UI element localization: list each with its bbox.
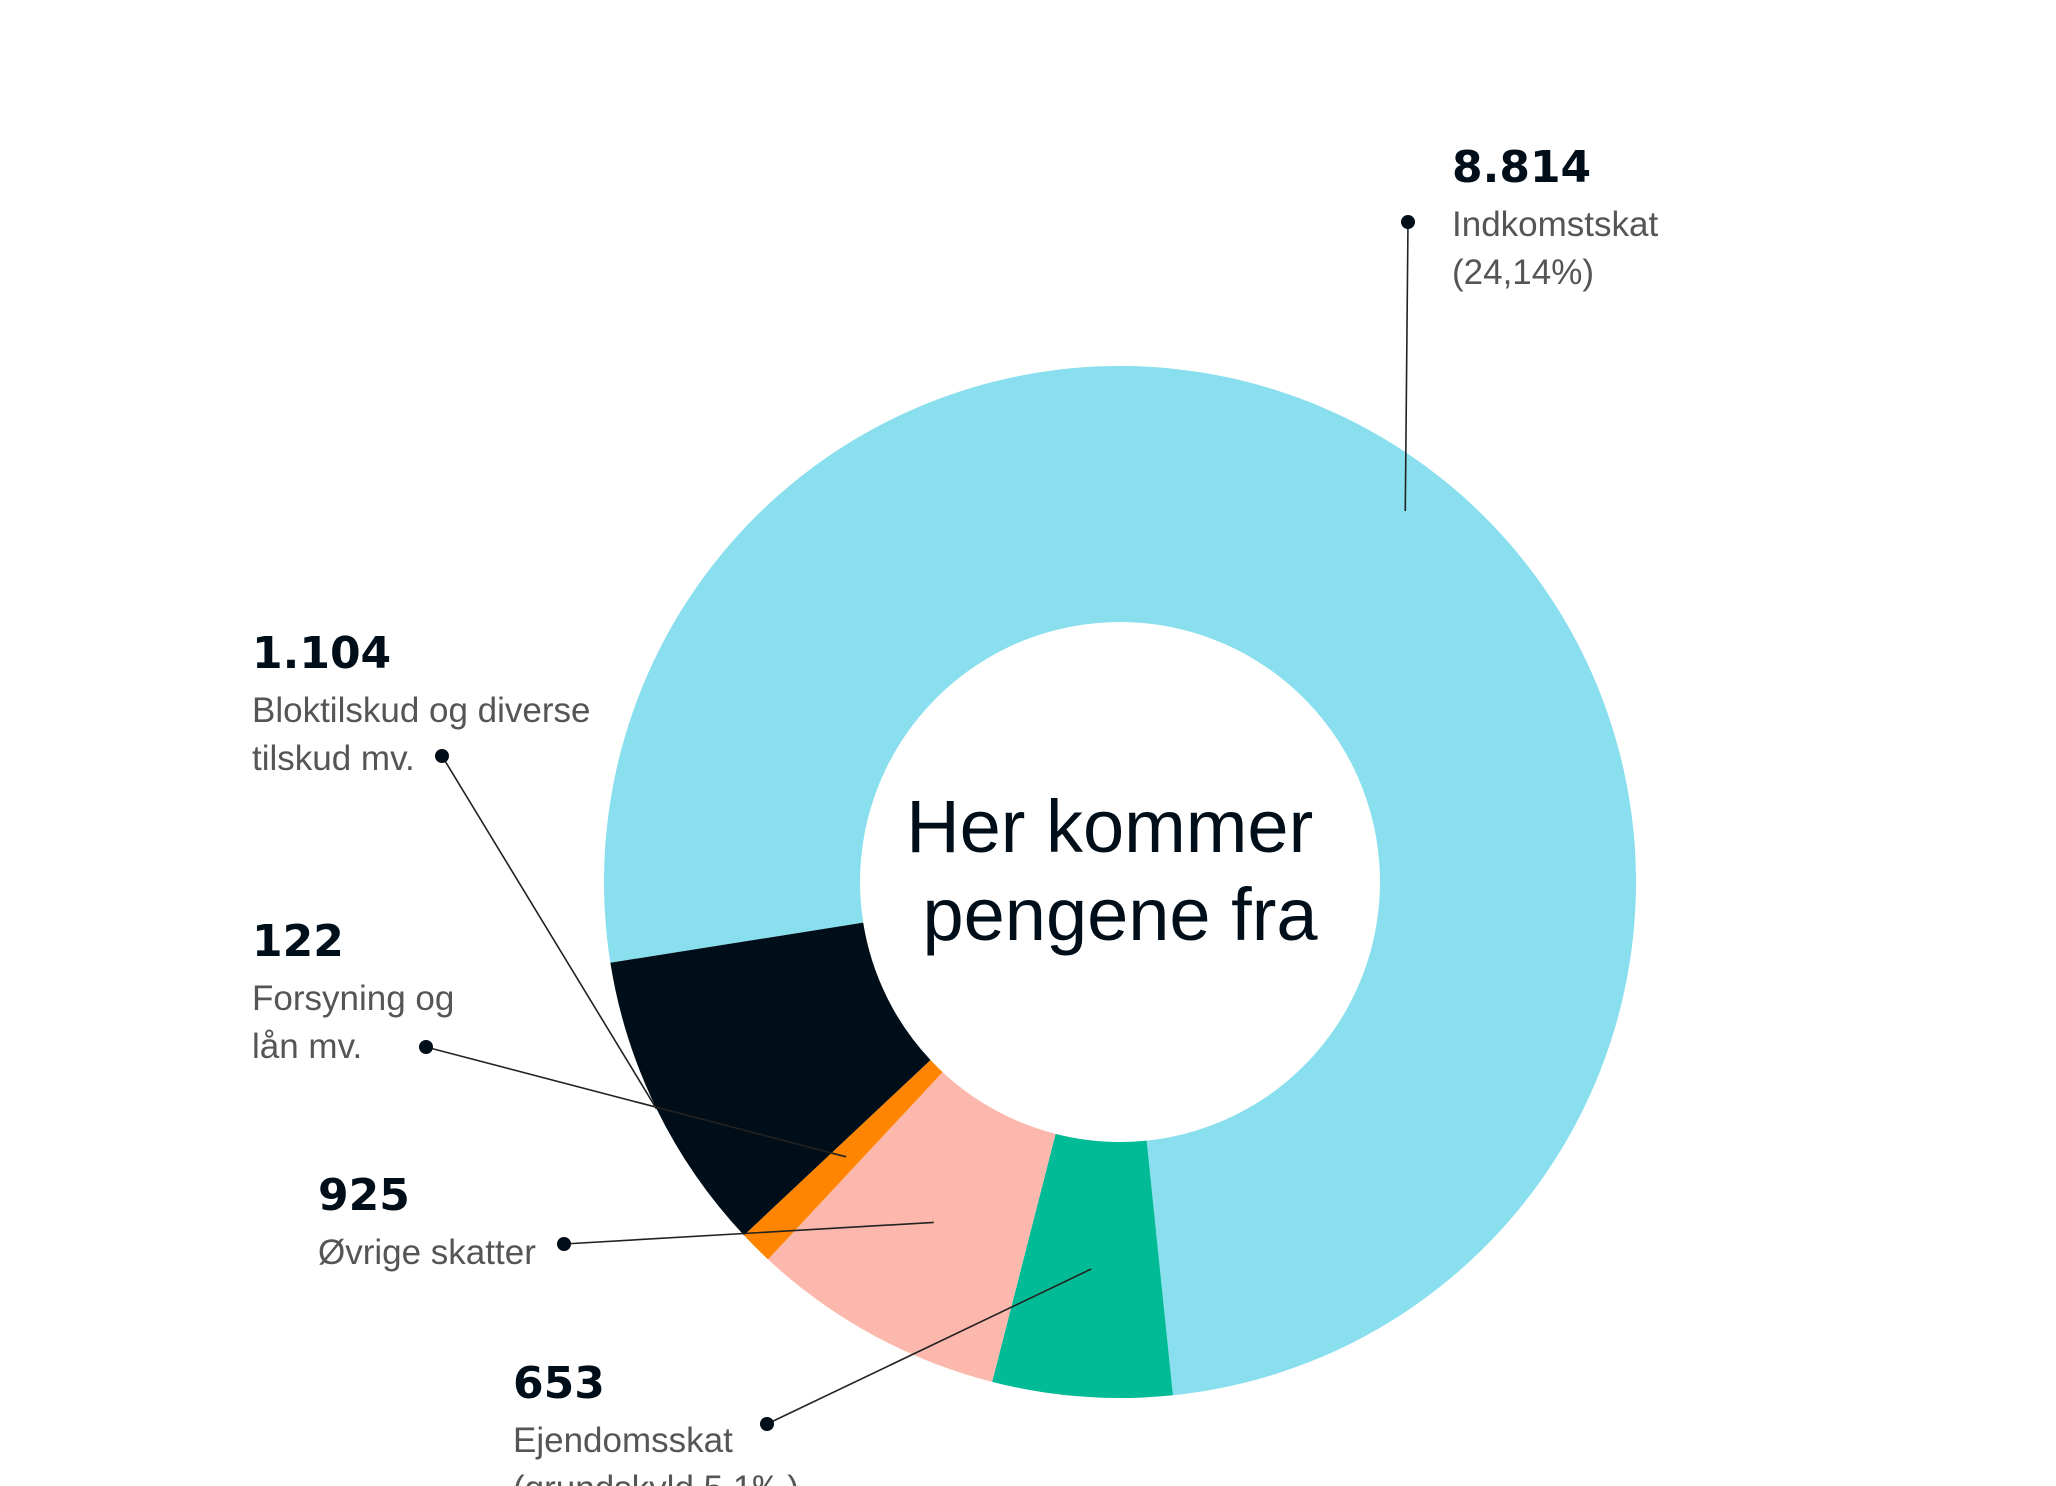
slice-2 [992,1133,1173,1398]
slice-value-label-1: 8.814 [1452,142,1591,193]
slice-value-label-5: 1.104 [252,628,391,679]
center-title: Her kommer pengene fra [906,785,1334,956]
leader-dot-4 [419,1040,433,1054]
leader-dot-5 [435,749,449,763]
leader-line-2 [766,1268,1092,1425]
donut-slices [604,365,1636,1398]
leader-dot-3 [557,1237,571,1251]
slice-name-label-5-2: tilskud mv. [252,739,415,778]
slice-1 [604,365,1636,1396]
slice-name-label-2-2: (grundskyld 5,1‰) [513,1469,799,1486]
slice-value-label-2: 653 [513,1358,605,1409]
leader-line-3 [563,1221,934,1245]
leader-dot-1 [1401,215,1415,229]
slice-value-label-3: 925 [318,1170,410,1221]
center-title-line-2: pengene fra [922,873,1318,956]
slice-name-label-3-1: Øvrige skatter [318,1233,536,1272]
leader-line-4 [425,1046,847,1158]
slice-name-label-1-2: (24,14%) [1452,253,1594,292]
slice-4 [743,1060,943,1260]
slice-value-label-4: 122 [252,916,344,967]
center-title-line-1: Her kommer [906,785,1313,868]
slice-name-label-4-1: Forsyning og [252,979,454,1018]
leader-dot-2 [760,1417,774,1431]
leader-line-1 [1404,221,1409,512]
slice-labels: 8.814 Indkomstskat (24,14%) 653 Ejendomsskat… [252,142,1658,1486]
slice-name-label-2-1: Ejendomsskat [513,1421,733,1460]
slice-name-label-5-1: Bloktilskud og diverse [252,691,591,730]
leader-line-5 [441,755,658,1110]
leader-lines [419,215,1415,1431]
slice-3 [768,1072,1056,1382]
slice-5 [610,922,931,1236]
slice-name-label-4-2: lån mv. [252,1027,362,1066]
slice-name-label-1-1: Indkomstskat [1452,205,1658,244]
